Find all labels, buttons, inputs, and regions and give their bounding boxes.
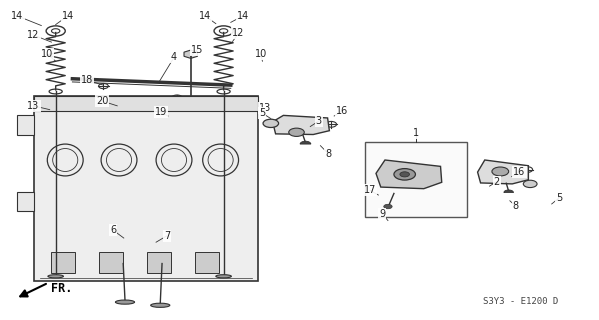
Bar: [34, 96, 258, 281]
Circle shape: [289, 128, 304, 136]
Text: 1: 1: [413, 128, 419, 138]
Text: 19: 19: [155, 107, 167, 117]
Bar: [365, 142, 467, 217]
Text: 17: 17: [364, 185, 376, 195]
Text: 13: 13: [259, 103, 271, 113]
Text: 10: 10: [41, 49, 53, 59]
Circle shape: [394, 169, 416, 180]
Bar: [17, 116, 34, 134]
Text: FR.: FR.: [52, 282, 73, 295]
Text: 7: 7: [164, 231, 170, 241]
Ellipse shape: [116, 300, 135, 304]
Text: 12: 12: [232, 28, 245, 38]
Text: 16: 16: [337, 106, 349, 116]
Text: 18: 18: [81, 75, 93, 85]
Ellipse shape: [263, 119, 279, 127]
Text: 6: 6: [110, 225, 116, 235]
Bar: [147, 252, 171, 273]
Text: 15: 15: [190, 45, 203, 55]
Wedge shape: [504, 190, 513, 193]
Polygon shape: [376, 160, 441, 189]
Text: 14: 14: [62, 11, 74, 21]
Text: 3: 3: [316, 116, 322, 126]
Bar: [99, 252, 123, 273]
Wedge shape: [300, 141, 311, 144]
Circle shape: [400, 172, 410, 177]
Circle shape: [492, 167, 509, 176]
Polygon shape: [477, 160, 528, 184]
Text: 5: 5: [556, 193, 562, 203]
Bar: [34, 96, 258, 111]
Circle shape: [384, 204, 392, 209]
Ellipse shape: [524, 180, 537, 188]
Text: 8: 8: [513, 201, 519, 211]
Text: 2: 2: [494, 177, 500, 187]
Bar: [52, 252, 75, 273]
Text: 14: 14: [199, 11, 211, 21]
Ellipse shape: [48, 275, 63, 278]
Text: 8: 8: [325, 148, 331, 159]
Text: S3Y3 - E1200 D: S3Y3 - E1200 D: [483, 297, 558, 306]
Text: 9: 9: [379, 209, 385, 219]
Ellipse shape: [151, 303, 170, 307]
Text: 13: 13: [28, 101, 40, 111]
Polygon shape: [273, 116, 329, 134]
Bar: [17, 192, 34, 211]
Text: 12: 12: [28, 30, 40, 40]
Text: 10: 10: [255, 49, 267, 59]
Bar: [195, 252, 219, 273]
Text: 20: 20: [96, 96, 108, 106]
Text: 5: 5: [259, 108, 265, 118]
Text: 14: 14: [11, 11, 23, 21]
Polygon shape: [184, 50, 198, 58]
Ellipse shape: [216, 275, 231, 278]
Text: 16: 16: [513, 167, 525, 177]
Text: 4: 4: [171, 52, 177, 62]
Text: 14: 14: [237, 11, 249, 21]
